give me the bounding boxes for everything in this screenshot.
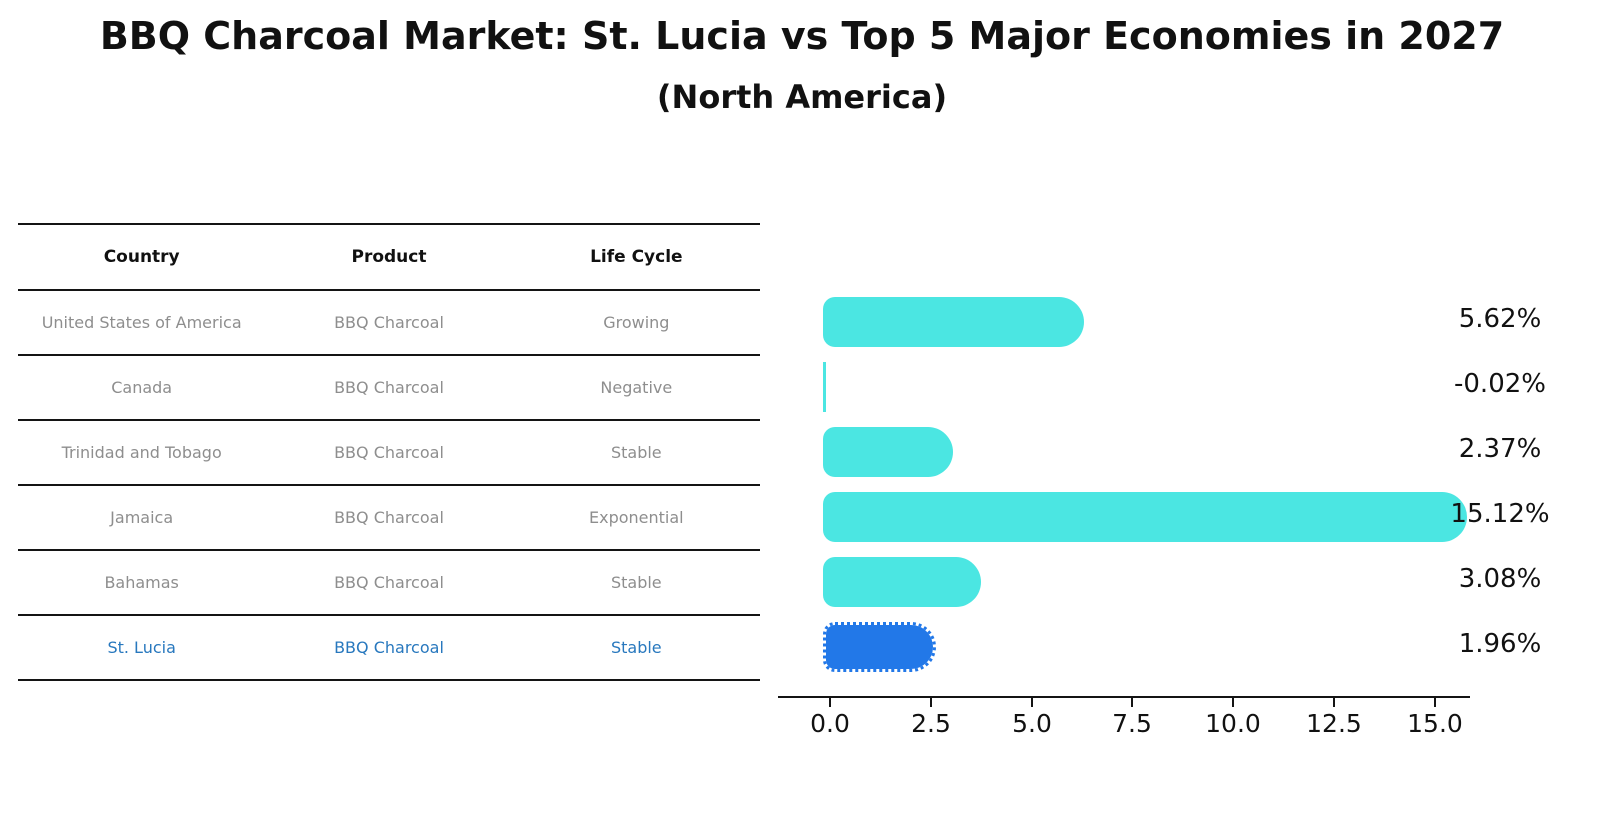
cell-country: St. Lucia — [107, 638, 176, 657]
cell-product: BBQ Charcoal — [334, 313, 444, 332]
value-label-united-states-of-america: 5.62% — [1458, 304, 1542, 334]
bar-jamaica — [823, 492, 1467, 542]
value-label-st-lucia: 1.96% — [1458, 629, 1542, 659]
value-label-trinidad-and-tobago: 2.37% — [1458, 434, 1542, 464]
x-tick-mark — [1232, 698, 1234, 707]
x-tick-mark — [930, 698, 932, 707]
table-header-country: Country — [103, 247, 180, 267]
cell-lifecycle: Growing — [603, 313, 670, 332]
x-axis-line — [778, 696, 1470, 698]
table-row-trinidad-and-tobago: Trinidad and Tobago BBQ Charcoal Stable — [18, 421, 760, 486]
cell-country: Bahamas — [104, 573, 179, 592]
value-label-jamaica: 15.12% — [1450, 499, 1550, 529]
cell-product: BBQ Charcoal — [334, 638, 444, 657]
table-row-jamaica: Jamaica BBQ Charcoal Exponential — [18, 486, 760, 551]
x-tick-mark — [1434, 698, 1436, 707]
table-row-canada: Canada BBQ Charcoal Negative — [18, 356, 760, 421]
x-tick-label-0.0: 0.0 — [810, 709, 850, 738]
x-tick-label-2.5: 2.5 — [911, 709, 951, 738]
table-body: United States of America BBQ Charcoal Gr… — [18, 291, 760, 681]
bar-st-lucia — [823, 622, 936, 672]
x-tick-mark — [1333, 698, 1335, 707]
x-tick-label-15.0: 15.0 — [1407, 709, 1463, 738]
cell-lifecycle: Stable — [610, 638, 662, 657]
x-tick-mark — [829, 698, 831, 707]
cell-product: BBQ Charcoal — [334, 573, 444, 592]
country-table: Country Product Life Cycle United States… — [18, 223, 760, 681]
bar-canada — [823, 362, 826, 412]
x-tick-label-5.0: 5.0 — [1012, 709, 1052, 738]
value-label-canada: -0.02% — [1454, 369, 1546, 399]
table-header-row: Country Product Life Cycle — [18, 223, 760, 291]
table-row-st-lucia: St. Lucia BBQ Charcoal Stable — [18, 616, 760, 681]
cell-lifecycle: Stable — [610, 443, 662, 462]
value-label-bahamas: 3.08% — [1458, 564, 1542, 594]
x-tick-label-12.5: 12.5 — [1306, 709, 1362, 738]
cell-lifecycle: Negative — [600, 378, 673, 397]
cell-product: BBQ Charcoal — [334, 443, 444, 462]
table-row-bahamas: Bahamas BBQ Charcoal Stable — [18, 551, 760, 616]
bar-bahamas — [823, 557, 981, 607]
cell-country: United States of America — [41, 313, 242, 332]
x-tick-label-7.5: 7.5 — [1112, 709, 1152, 738]
cell-country: Jamaica — [110, 508, 174, 527]
bar-trinidad-and-tobago — [823, 427, 953, 477]
x-tick-label-10.0: 10.0 — [1205, 709, 1261, 738]
cell-lifecycle: Exponential — [589, 508, 684, 527]
table-header-product: Product — [351, 247, 427, 267]
x-tick-mark — [1131, 698, 1133, 707]
table-row-united-states-of-america: United States of America BBQ Charcoal Gr… — [18, 291, 760, 356]
bar-united-states-of-america — [823, 297, 1084, 347]
cell-country: Canada — [111, 378, 173, 397]
table-header-lifecycle: Life Cycle — [590, 247, 683, 267]
cell-product: BBQ Charcoal — [334, 378, 444, 397]
chart-title: BBQ Charcoal Market: St. Lucia vs Top 5 … — [99, 14, 1505, 58]
chart-subtitle: (North America) — [656, 78, 948, 116]
cell-product: BBQ Charcoal — [334, 508, 444, 527]
cell-lifecycle: Stable — [610, 573, 662, 592]
cell-country: Trinidad and Tobago — [61, 443, 222, 462]
x-tick-mark — [1031, 698, 1033, 707]
